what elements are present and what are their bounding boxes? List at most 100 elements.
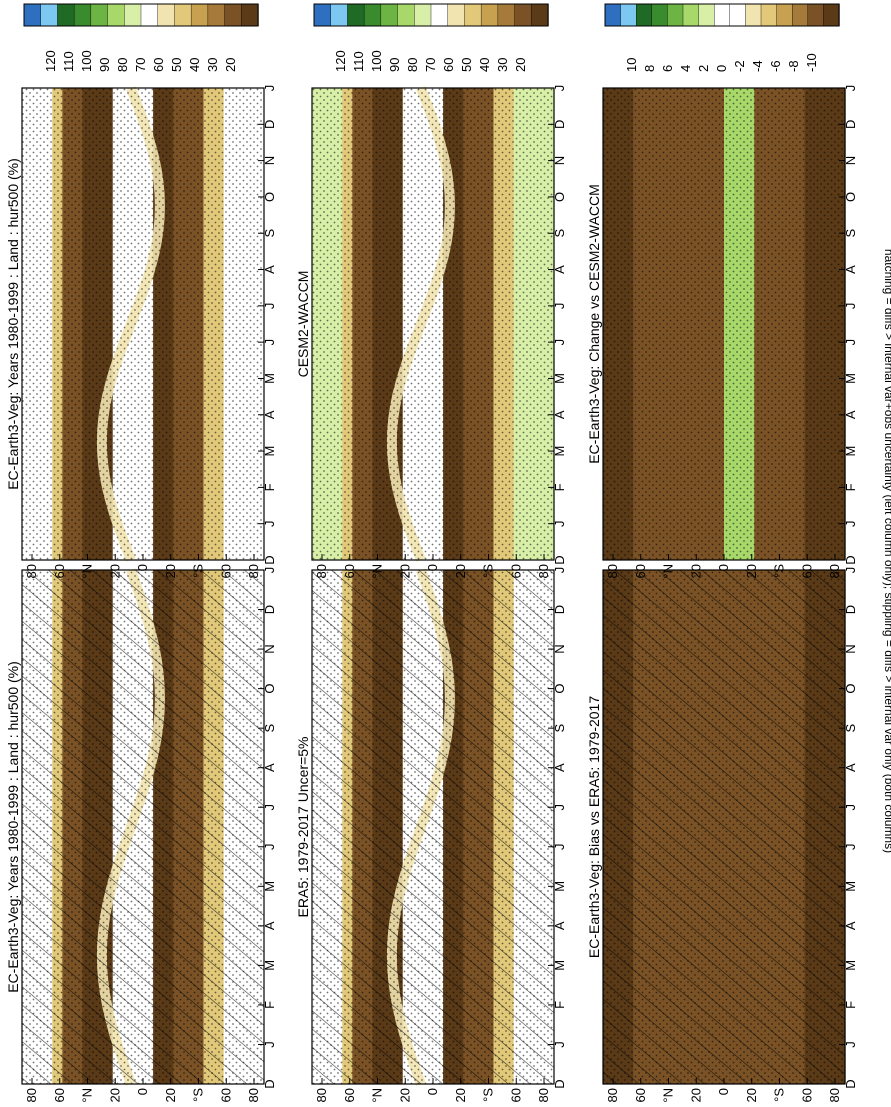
colorbar-swatch	[792, 3, 809, 27]
colorbar-swatch	[140, 3, 159, 27]
month-tick-label: J	[262, 567, 277, 574]
colorbar-frame	[23, 3, 259, 27]
month-tick-label: D	[843, 555, 858, 564]
month-tick-label: J	[552, 339, 567, 346]
month-tick-label: J	[843, 520, 858, 527]
hatching-overlay	[312, 570, 554, 1084]
colorbar-label: 70	[423, 58, 438, 72]
lat-tick-label: 0	[135, 564, 150, 571]
month-tick-label: F	[262, 483, 277, 491]
month-tick-label: D	[843, 605, 858, 614]
colorbar-swatch	[667, 3, 684, 27]
colorbar-swatch	[363, 3, 382, 27]
panel-title: EC-Earth3-Veg: Bias vs ERA5: 1979-2017	[586, 696, 602, 958]
colorbar-label: 100	[79, 50, 94, 72]
colorbar-label: 80	[405, 58, 420, 72]
month-tick-label: J	[843, 85, 858, 92]
month-tick-label: S	[262, 229, 277, 238]
month-tick-label: J	[262, 520, 277, 527]
lat-tick-label: 0	[716, 1088, 731, 1095]
lat-tick-label: 80	[605, 1088, 620, 1102]
month-tick-label: M	[843, 446, 858, 457]
colorbar-swatch	[745, 3, 762, 27]
lat-tick-label: 60	[52, 564, 67, 578]
lat-tick-label: °S	[191, 564, 206, 578]
panel-title: EC-Earth3-Veg: Years 1980-1999 : Land : …	[5, 158, 21, 490]
month-tick-label: D	[843, 120, 858, 129]
colorbar-swatch	[807, 3, 825, 27]
month-tick-label: F	[262, 1001, 277, 1009]
month-tick-label: M	[552, 446, 567, 457]
lat-tick-label: 80	[536, 1088, 551, 1102]
colorbar-label: 0	[714, 65, 729, 72]
month-tick-label: A	[262, 921, 277, 930]
month-tick-label: M	[552, 881, 567, 892]
month-tick-label: S	[552, 723, 567, 732]
colorbar-label: 40	[477, 58, 492, 72]
lat-tick-label: °N	[661, 1088, 676, 1102]
month-tick-label: S	[843, 229, 858, 238]
stippling-overlay	[312, 88, 554, 560]
colorbar-swatch	[107, 3, 125, 27]
month-tick-label: M	[843, 960, 858, 971]
hatching-overlay	[22, 570, 264, 1084]
colorbar-swatch	[682, 3, 700, 27]
colorbar-swatch	[760, 3, 778, 27]
colorbar-swatch	[224, 3, 242, 27]
month-tick-label: M	[843, 881, 858, 892]
lat-tick-label: °N	[370, 1088, 385, 1102]
lat-tick-label: 20	[397, 1088, 412, 1102]
month-tick-label: J	[552, 1041, 567, 1048]
panel-title: EC-Earth3-Veg: Change vs CESM2-WACCM	[586, 184, 602, 464]
lat-tick-label: °S	[772, 564, 787, 578]
lat-tick-label: °S	[481, 564, 496, 578]
month-tick-label: M	[552, 960, 567, 971]
colorbar-label: 110	[351, 51, 366, 72]
month-tick-label: O	[262, 684, 277, 694]
colorbar-label: 20	[223, 58, 238, 72]
colorbar-swatch	[40, 3, 59, 27]
lat-tick-label: °N	[370, 564, 385, 579]
month-tick-label: O	[552, 684, 567, 694]
month-tick-label: J	[262, 85, 277, 92]
colorbar-label: 50	[459, 58, 474, 72]
month-tick-label: J	[552, 520, 567, 527]
month-tick-label: A	[552, 410, 567, 419]
colorbar-label: 70	[133, 58, 148, 72]
month-tick-label: S	[552, 229, 567, 238]
month-tick-label: F	[552, 1001, 567, 1009]
lat-tick-label: °S	[481, 1088, 496, 1102]
lat-tick-label: 60	[342, 1088, 357, 1102]
lat-tick-label: 60	[52, 1088, 67, 1102]
colorbar-swatch	[430, 3, 449, 27]
month-tick-label: A	[262, 265, 277, 274]
colorbar-label: 8	[642, 65, 657, 72]
month-tick-label: O	[552, 192, 567, 202]
month-tick-label: N	[843, 644, 858, 653]
month-tick-label: A	[552, 921, 567, 930]
month-tick-label: M	[843, 373, 858, 384]
month-tick-label: J	[552, 804, 567, 811]
colorbar-label: -8	[786, 60, 801, 72]
colorbar-label: 50	[169, 58, 184, 72]
lat-tick-label: 60	[508, 1088, 523, 1102]
lat-tick-label: 20	[688, 564, 703, 578]
lat-tick-label: 20	[744, 564, 759, 578]
month-tick-label: O	[262, 192, 277, 202]
month-tick-label: A	[262, 763, 277, 772]
month-tick-label: S	[262, 723, 277, 732]
lat-tick-label: 60	[508, 564, 523, 578]
colorbar-label: -2	[732, 60, 747, 72]
colorbar-swatch	[604, 3, 622, 27]
lat-tick-label: 80	[314, 1088, 329, 1102]
colorbar-swatch	[651, 3, 669, 27]
month-tick-label: J	[552, 567, 567, 574]
lat-tick-label: 20	[163, 564, 178, 578]
colorbar-swatch	[729, 3, 747, 27]
lat-tick-label: °N	[80, 1088, 95, 1102]
colorbar-label: -10	[804, 53, 819, 72]
month-tick-label: A	[843, 410, 858, 419]
